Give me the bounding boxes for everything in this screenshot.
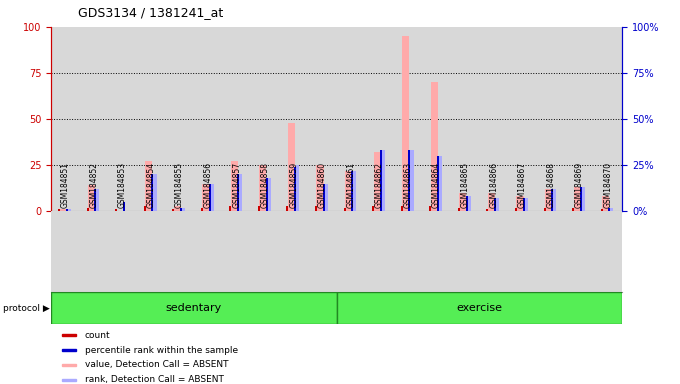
- Bar: [337, 292, 622, 324]
- Bar: [173, 206, 181, 211]
- Bar: [458, 207, 460, 211]
- Bar: [143, 206, 146, 211]
- Bar: [180, 207, 182, 211]
- Bar: [551, 189, 554, 211]
- Bar: [153, 174, 156, 211]
- Bar: [210, 184, 214, 211]
- Bar: [315, 206, 317, 211]
- Bar: [267, 178, 271, 211]
- Bar: [63, 379, 76, 381]
- Bar: [288, 123, 295, 211]
- Bar: [486, 209, 488, 211]
- Bar: [345, 170, 352, 211]
- Text: count: count: [85, 331, 110, 340]
- Bar: [95, 189, 97, 211]
- Bar: [286, 206, 288, 211]
- Bar: [353, 170, 356, 211]
- Bar: [323, 184, 325, 211]
- Bar: [316, 165, 324, 211]
- Bar: [581, 187, 585, 211]
- Bar: [259, 165, 267, 211]
- Text: sedentary: sedentary: [166, 303, 222, 313]
- Text: percentile rank within the sample: percentile rank within the sample: [85, 346, 238, 354]
- Text: rank, Detection Call = ABSENT: rank, Detection Call = ABSENT: [85, 375, 224, 384]
- Bar: [258, 206, 260, 211]
- Bar: [67, 209, 71, 211]
- Bar: [545, 189, 552, 211]
- Bar: [86, 207, 88, 211]
- Bar: [201, 207, 203, 211]
- Bar: [609, 207, 611, 211]
- Text: value, Detection Call = ABSENT: value, Detection Call = ABSENT: [85, 361, 228, 369]
- Text: exercise: exercise: [456, 303, 503, 313]
- Bar: [63, 349, 76, 351]
- Bar: [488, 193, 495, 211]
- Bar: [152, 174, 154, 211]
- Bar: [373, 152, 381, 211]
- Bar: [381, 151, 385, 211]
- Bar: [409, 151, 411, 211]
- Bar: [524, 198, 528, 211]
- Bar: [516, 197, 524, 211]
- Bar: [600, 209, 602, 211]
- Bar: [88, 185, 95, 211]
- Bar: [439, 156, 442, 211]
- Bar: [466, 197, 468, 211]
- Bar: [543, 207, 545, 211]
- Bar: [496, 198, 499, 211]
- Bar: [182, 207, 185, 211]
- Bar: [402, 36, 409, 211]
- Text: GDS3134 / 1381241_at: GDS3134 / 1381241_at: [78, 6, 224, 19]
- Bar: [372, 206, 374, 211]
- Bar: [523, 198, 525, 211]
- Bar: [229, 206, 231, 211]
- Bar: [352, 170, 354, 211]
- Bar: [515, 207, 517, 211]
- Bar: [237, 174, 239, 211]
- Bar: [324, 184, 328, 211]
- Bar: [96, 189, 99, 211]
- Bar: [467, 197, 471, 211]
- Text: protocol ▶: protocol ▶: [3, 304, 50, 313]
- Bar: [459, 193, 466, 211]
- Bar: [51, 292, 337, 324]
- Bar: [294, 167, 296, 211]
- Bar: [553, 189, 556, 211]
- Bar: [573, 187, 581, 211]
- Bar: [610, 207, 613, 211]
- Bar: [202, 184, 209, 211]
- Bar: [58, 209, 60, 211]
- Bar: [602, 197, 609, 211]
- Bar: [145, 161, 152, 211]
- Bar: [580, 187, 582, 211]
- Bar: [430, 82, 438, 211]
- Bar: [437, 156, 439, 211]
- Bar: [343, 207, 345, 211]
- Bar: [266, 178, 268, 211]
- Bar: [66, 209, 68, 211]
- Bar: [410, 151, 413, 211]
- Bar: [380, 151, 382, 211]
- Bar: [239, 174, 242, 211]
- Bar: [429, 206, 431, 211]
- Bar: [231, 161, 238, 211]
- Bar: [123, 202, 125, 211]
- Bar: [115, 209, 117, 211]
- Bar: [209, 184, 211, 211]
- Bar: [401, 206, 403, 211]
- Bar: [63, 334, 76, 336]
- Bar: [572, 207, 574, 211]
- Bar: [296, 165, 299, 211]
- Bar: [63, 364, 76, 366]
- Bar: [59, 209, 67, 211]
- Bar: [494, 198, 496, 211]
- Bar: [172, 209, 174, 211]
